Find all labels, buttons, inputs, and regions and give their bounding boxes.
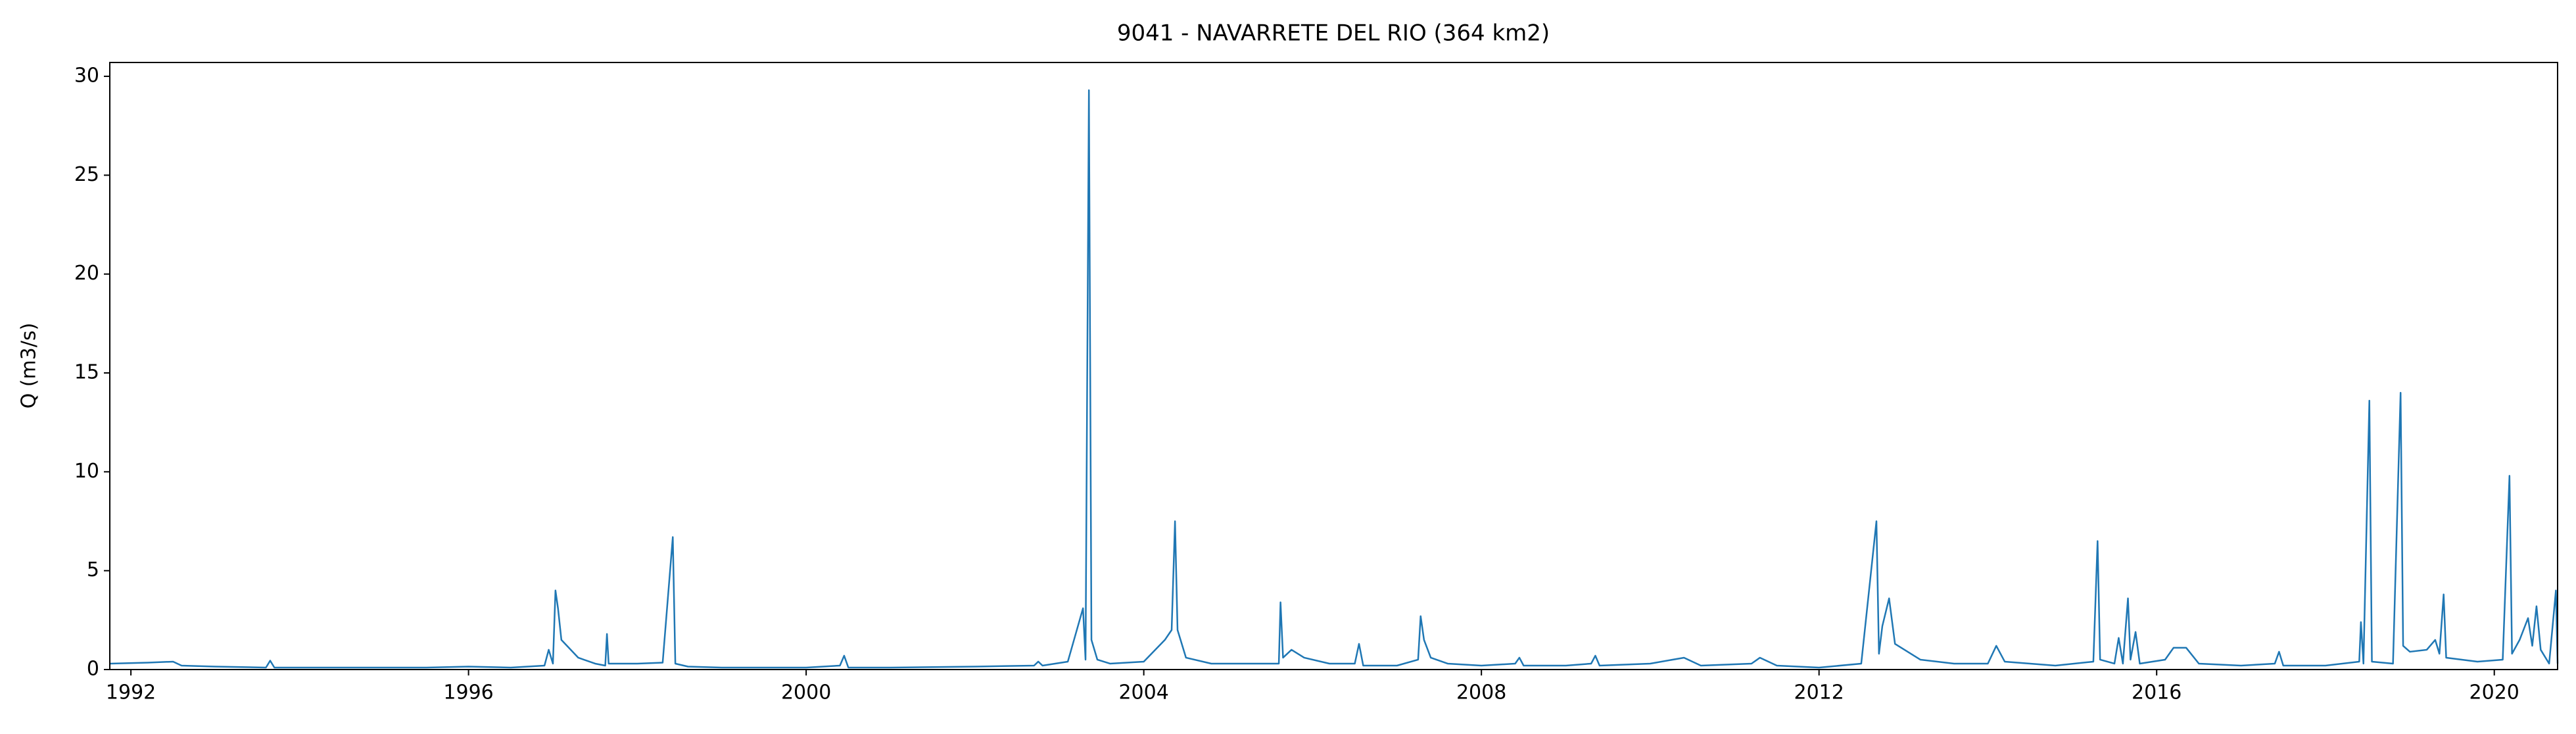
y-tick-label: 20 xyxy=(74,262,99,285)
x-tick-label: 1992 xyxy=(106,681,156,704)
x-tick-label: 2004 xyxy=(1118,681,1168,704)
x-tick-label: 2020 xyxy=(2469,681,2519,704)
y-tick-label: 15 xyxy=(74,361,99,384)
y-tick-label: 0 xyxy=(87,658,99,681)
x-tick-label: 2000 xyxy=(781,681,831,704)
y-tick-label: 5 xyxy=(87,558,99,581)
x-tick-label: 1996 xyxy=(443,681,493,704)
y-tick-label: 30 xyxy=(74,64,99,87)
x-tick-label: 2008 xyxy=(1456,681,1506,704)
plot-frame xyxy=(109,62,2558,670)
x-tick-label: 2016 xyxy=(2132,681,2182,704)
x-tick-label: 2012 xyxy=(1794,681,1844,704)
y-tick-label: 10 xyxy=(74,460,99,483)
y-axis-label: Q (m3/s) xyxy=(18,323,41,409)
y-tick-label: 25 xyxy=(74,163,99,186)
data-line xyxy=(109,89,2559,669)
chart-title: 9041 - NAVARRETE DEL RIO (364 km2) xyxy=(1117,20,1550,47)
